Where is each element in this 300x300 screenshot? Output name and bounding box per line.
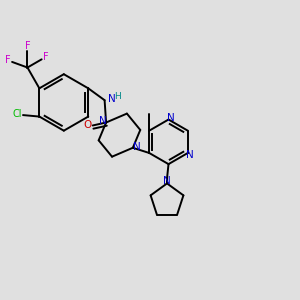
Text: N: N xyxy=(163,176,170,186)
Text: N: N xyxy=(99,116,106,126)
Text: N: N xyxy=(186,150,194,160)
Text: F: F xyxy=(5,55,10,65)
Text: N: N xyxy=(167,113,175,123)
Text: N: N xyxy=(108,94,116,104)
Text: F: F xyxy=(43,52,49,62)
Text: F: F xyxy=(25,41,30,51)
Text: H: H xyxy=(114,92,121,101)
Text: Cl: Cl xyxy=(13,110,22,119)
Text: O: O xyxy=(84,120,92,130)
Text: N: N xyxy=(133,142,140,152)
